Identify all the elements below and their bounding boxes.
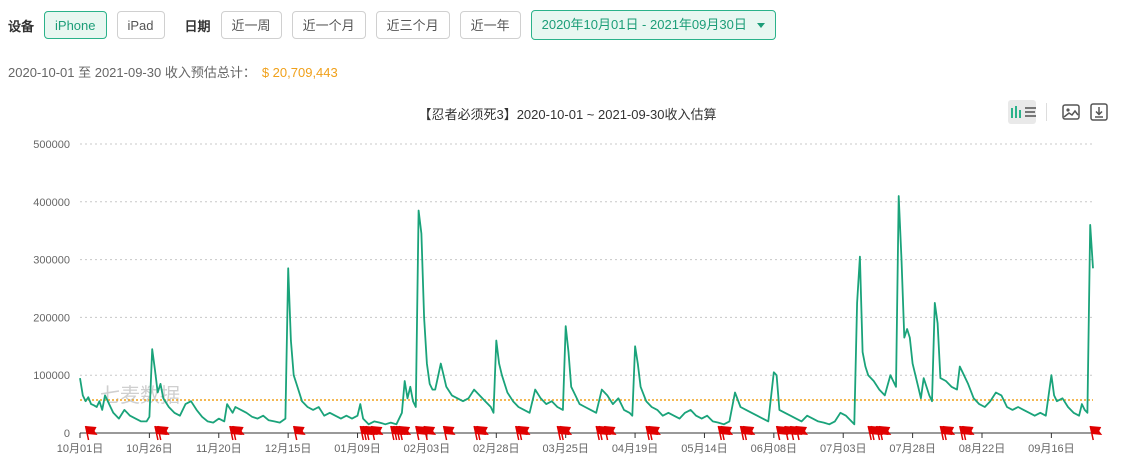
download-button[interactable] — [1085, 100, 1113, 124]
event-flag-icon[interactable] — [742, 425, 756, 441]
list-icon — [1025, 107, 1036, 117]
x-tick-label: 07月03日 — [820, 443, 866, 455]
event-flag-icon[interactable] — [517, 425, 531, 441]
x-tick-label: 09月16日 — [1028, 443, 1074, 455]
event-flag-icon[interactable] — [442, 425, 456, 441]
device-iphone-button[interactable]: iPhone — [44, 11, 107, 39]
filter-row: 设备 iPhone iPad 日期 近一周 近一个月 近三个月 近一年 2020… — [8, 10, 776, 40]
device-label: 设备 — [8, 18, 35, 34]
image-icon — [1062, 104, 1080, 120]
x-tick-label: 06月08日 — [751, 443, 797, 455]
x-tick-label: 01月09日 — [334, 443, 380, 455]
event-flag-icon[interactable] — [795, 425, 809, 441]
x-tick-label: 08月22日 — [959, 443, 1005, 455]
event-flag-icon[interactable] — [559, 425, 573, 441]
y-tick-label: 500000 — [33, 139, 70, 151]
x-tick-label: 12月15日 — [265, 443, 311, 455]
range-month-button[interactable]: 近一个月 — [291, 11, 366, 39]
x-tick-label: 05月14日 — [681, 443, 727, 455]
line-chart-toggle[interactable] — [1008, 100, 1036, 124]
event-flag-icon[interactable] — [398, 425, 412, 441]
series-line — [79, 195, 1094, 426]
chart-toolbar — [1008, 100, 1113, 124]
event-flag-icon[interactable] — [878, 425, 892, 441]
event-flag-icon[interactable] — [648, 425, 661, 441]
download-icon — [1090, 103, 1108, 121]
event-flag-icon[interactable] — [476, 425, 489, 441]
event-flag-icon[interactable] — [1089, 425, 1103, 441]
range-quarter-button[interactable]: 近三个月 — [375, 11, 450, 39]
x-tick-label: 11月20日 — [196, 443, 242, 455]
chart-title: 【忍者必须死3】2020-10-01 ~ 2021-09-30收入估算 — [418, 107, 717, 122]
y-tick-label: 300000 — [33, 255, 70, 267]
event-flag-icon[interactable] — [423, 425, 437, 441]
event-flag-icon[interactable] — [156, 425, 170, 441]
event-flag-icon[interactable] — [231, 425, 245, 441]
summary-text: 2020-10-01 至 2021-09-30 收入预估总计： — [8, 65, 256, 80]
event-flag-icon[interactable] — [84, 425, 98, 441]
caret-down-icon — [756, 22, 765, 28]
event-flag-icon[interactable] — [370, 425, 384, 441]
x-tick-label: 07月28日 — [889, 443, 935, 455]
y-tick-label: 200000 — [33, 312, 70, 324]
x-tick-label: 02月28日 — [473, 443, 519, 455]
range-year-button[interactable]: 近一年 — [459, 11, 521, 39]
x-tick-label: 02月03日 — [404, 443, 450, 455]
y-tick-label: 100000 — [33, 370, 70, 382]
y-tick-label: 0 — [64, 428, 70, 440]
bar-chart-icon — [1011, 106, 1021, 118]
date-label: 日期 — [184, 18, 211, 34]
save-image-button[interactable] — [1057, 100, 1085, 124]
revenue-summary: 2020-10-01 至 2021-09-30 收入预估总计： $ 20,709,… — [8, 62, 338, 81]
y-tick-label: 400000 — [33, 197, 70, 209]
summary-amount: $ 20,709,443 — [261, 65, 338, 80]
event-flag-icon[interactable] — [603, 425, 617, 441]
device-ipad-button[interactable]: iPad — [116, 11, 165, 39]
x-tick-label: 10月26日 — [126, 443, 172, 455]
event-flag-icon[interactable] — [942, 425, 956, 441]
event-flag-icon[interactable] — [720, 425, 734, 441]
x-tick-label: 03月25日 — [542, 443, 588, 455]
date-range-picker[interactable]: 2020年10月01日 - 2021年09月30日 — [530, 10, 776, 40]
range-week-button[interactable]: 近一周 — [220, 11, 282, 39]
event-flag-icon[interactable] — [961, 425, 975, 441]
date-range-value: 2020年10月01日 - 2021年09月30日 — [541, 17, 747, 32]
watermark: 七麦数据 — [100, 383, 180, 407]
event-flag-icon[interactable] — [292, 425, 306, 441]
x-tick-label: 10月01日 — [57, 443, 103, 455]
x-tick-label: 04月19日 — [612, 443, 658, 455]
